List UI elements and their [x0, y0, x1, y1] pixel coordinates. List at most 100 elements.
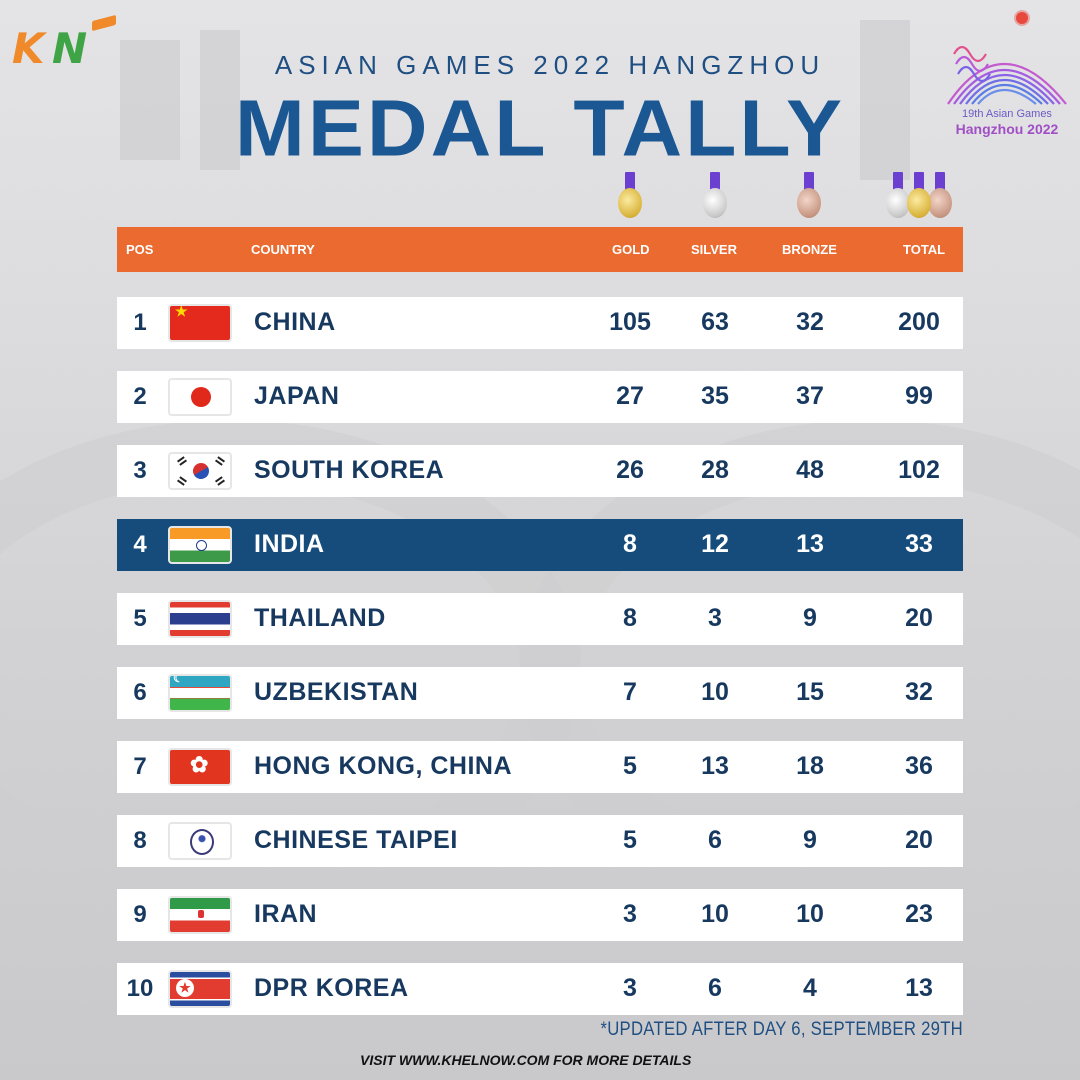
row-total: 20 — [905, 604, 933, 632]
uzbekistan-flag-icon — [168, 674, 232, 712]
table-row: 3 SOUTH KOREA 26 28 48 102 — [117, 445, 963, 497]
dpr-korea-flag-icon — [168, 970, 232, 1008]
row-pos: 1 — [133, 309, 147, 336]
table-row: 1 CHINA 105 63 32 200 — [117, 297, 963, 349]
row-total: 36 — [905, 752, 933, 780]
event-logo-line2: Hangzhou 2022 — [955, 121, 1059, 137]
row-silver: 10 — [701, 678, 729, 706]
header-silver: SILVER — [691, 242, 737, 257]
row-bronze: 9 — [803, 826, 817, 854]
row-country: JAPAN — [254, 382, 340, 410]
updated-note: *UPDATED AFTER DAY 6, SEPTEMBER 29TH — [600, 1019, 963, 1040]
row-country: SOUTH KOREA — [254, 456, 445, 484]
india-flag-icon — [168, 526, 232, 564]
table-row: 2 JAPAN 27 35 37 99 — [117, 371, 963, 423]
header-gold: GOLD — [612, 242, 650, 257]
row-silver: 6 — [708, 826, 722, 854]
row-silver: 35 — [701, 382, 729, 410]
row-bronze: 10 — [796, 900, 824, 928]
row-pos: 10 — [126, 975, 154, 1002]
row-silver: 13 — [701, 752, 729, 780]
row-gold: 8 — [623, 530, 637, 558]
sun-icon — [1016, 12, 1028, 24]
row-total: 23 — [905, 900, 933, 928]
header-total: TOTAL — [903, 242, 946, 257]
row-gold: 3 — [623, 974, 637, 1002]
row-bronze: 4 — [803, 974, 817, 1002]
row-country: HONG KONG, CHINA — [254, 752, 512, 780]
table-row: 7 HONG KONG, CHINA 5 13 18 36 — [117, 741, 963, 793]
row-silver: 3 — [708, 604, 722, 632]
row-pos: 6 — [133, 679, 147, 706]
page-title: MEDAL TALLY — [234, 83, 846, 173]
row-pos: 3 — [133, 457, 147, 484]
khelnow-logo: K N — [12, 14, 116, 73]
row-gold: 27 — [616, 382, 644, 410]
row-pos: 5 — [133, 605, 147, 632]
row-bronze: 32 — [796, 308, 824, 336]
row-total: 102 — [898, 456, 940, 484]
bronze-medal-icon — [797, 172, 821, 218]
row-country: THAILAND — [254, 604, 386, 632]
row-bronze: 15 — [796, 678, 824, 706]
table-row: 10 DPR KOREA 3 6 4 13 — [117, 963, 963, 1015]
row-country: DPR KOREA — [254, 974, 409, 1002]
row-country: UZBEKISTAN — [254, 678, 419, 706]
chinese-taipei-flag-icon — [168, 822, 232, 860]
japan-flag-icon — [168, 378, 232, 416]
waves-icon — [947, 45, 1067, 105]
row-bronze: 48 — [796, 456, 824, 484]
row-pos: 4 — [133, 531, 147, 558]
table-row: 8 CHINESE TAIPEI 5 6 9 20 — [117, 815, 963, 867]
page-subtitle: ASIAN GAMES 2022 HANGZHOU — [274, 50, 826, 80]
iran-flag-icon — [168, 896, 232, 934]
row-silver: 28 — [701, 456, 729, 484]
table-row: 9 IRAN 3 10 10 23 — [117, 889, 963, 941]
row-gold: 7 — [623, 678, 637, 706]
event-logo-line1: 19th Asian Games — [962, 108, 1052, 120]
table-row: 6 UZBEKISTAN 7 10 15 32 — [117, 667, 963, 719]
row-gold: 3 — [623, 900, 637, 928]
row-total: 32 — [905, 678, 933, 706]
hong-kong-flag-icon — [168, 748, 232, 786]
header-country: COUNTRY — [251, 242, 315, 257]
visit-website-text: VISIT WWW.KHELNOW.COM FOR MORE DETAILS — [360, 1052, 692, 1068]
row-gold: 5 — [623, 826, 637, 854]
asian-games-logo: 19th Asian Games Hangzhou 2022 — [942, 10, 1072, 140]
row-bronze: 37 — [796, 382, 824, 410]
row-pos: 7 — [133, 753, 147, 780]
row-silver: 63 — [701, 308, 729, 336]
table-header: POS COUNTRY GOLD SILVER BRONZE TOTAL — [117, 227, 963, 272]
row-country: IRAN — [254, 900, 318, 928]
row-total: 20 — [905, 826, 933, 854]
logo-letter-n: N — [52, 24, 88, 73]
row-total: 200 — [898, 308, 940, 336]
row-bronze: 9 — [803, 604, 817, 632]
row-pos: 8 — [133, 827, 147, 854]
row-silver: 12 — [701, 530, 729, 558]
row-gold: 8 — [623, 604, 637, 632]
row-pos: 9 — [133, 901, 147, 928]
silver-medal-icon — [703, 172, 727, 218]
china-flag-icon — [168, 304, 232, 342]
row-country: CHINESE TAIPEI — [254, 826, 458, 854]
row-country: INDIA — [254, 530, 325, 558]
row-total: 99 — [905, 382, 933, 410]
row-bronze: 13 — [796, 530, 824, 558]
header-pos: POS — [126, 242, 154, 257]
row-pos: 2 — [133, 383, 147, 410]
row-total: 33 — [905, 530, 933, 558]
south-korea-flag-icon — [168, 452, 232, 490]
logo-flag-icon — [92, 14, 116, 32]
gold-medal-icon — [618, 172, 642, 218]
row-gold: 105 — [609, 308, 651, 336]
row-country: CHINA — [254, 308, 336, 336]
row-bronze: 18 — [796, 752, 824, 780]
row-total: 13 — [905, 974, 933, 1002]
thailand-flag-icon — [168, 600, 232, 638]
row-gold: 26 — [616, 456, 644, 484]
table-row: 5 THAILAND 8 3 9 20 — [117, 593, 963, 645]
table-row-highlighted: 4 INDIA 8 12 13 33 — [117, 519, 963, 571]
row-silver: 10 — [701, 900, 729, 928]
row-gold: 5 — [623, 752, 637, 780]
